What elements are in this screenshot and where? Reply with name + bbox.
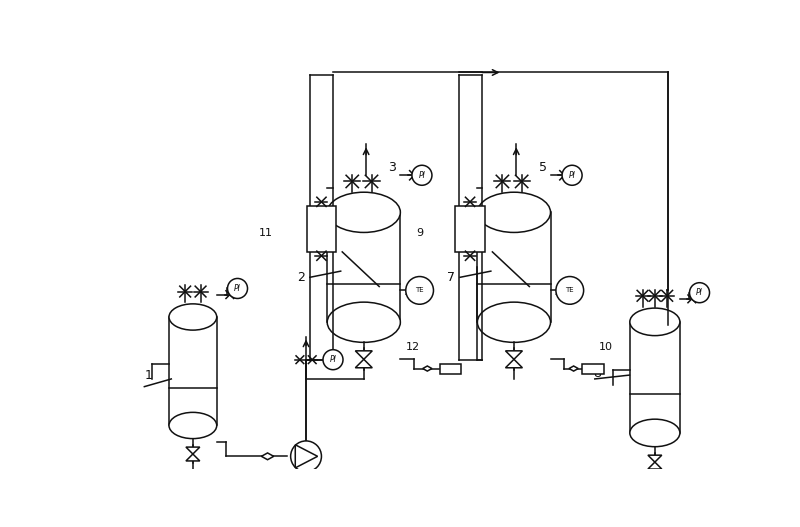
Text: TE: TE — [566, 287, 574, 294]
Text: PI: PI — [418, 171, 426, 180]
Text: PI: PI — [330, 355, 337, 364]
Ellipse shape — [327, 192, 400, 232]
Text: 11: 11 — [259, 228, 273, 238]
Text: PI: PI — [569, 171, 575, 180]
Circle shape — [690, 282, 710, 302]
Polygon shape — [355, 359, 372, 368]
Polygon shape — [569, 366, 578, 371]
Ellipse shape — [630, 308, 680, 336]
Ellipse shape — [630, 419, 680, 447]
Text: 10: 10 — [598, 341, 613, 352]
Text: 9: 9 — [417, 228, 424, 238]
Text: 6: 6 — [566, 296, 574, 308]
Bar — [582, 364, 604, 374]
Bar — [307, 206, 336, 252]
Text: 5: 5 — [539, 161, 547, 174]
Text: 3: 3 — [389, 161, 396, 174]
Polygon shape — [422, 366, 432, 371]
Text: 8: 8 — [593, 367, 601, 380]
Polygon shape — [648, 462, 662, 469]
Circle shape — [406, 277, 434, 304]
Ellipse shape — [478, 302, 550, 343]
Polygon shape — [648, 455, 662, 462]
Ellipse shape — [169, 304, 217, 330]
Text: 12: 12 — [406, 341, 420, 352]
Circle shape — [412, 165, 432, 186]
Bar — [440, 364, 462, 374]
Circle shape — [290, 441, 322, 472]
Ellipse shape — [327, 302, 400, 343]
Polygon shape — [355, 351, 372, 359]
Circle shape — [562, 165, 582, 186]
Text: PI: PI — [234, 284, 241, 293]
Polygon shape — [262, 453, 274, 460]
Ellipse shape — [169, 412, 217, 438]
Polygon shape — [186, 447, 200, 454]
Text: 2: 2 — [297, 271, 305, 284]
Text: 1: 1 — [144, 368, 152, 382]
Polygon shape — [506, 359, 522, 368]
Ellipse shape — [478, 192, 550, 232]
Polygon shape — [186, 454, 200, 461]
Circle shape — [556, 277, 584, 304]
Text: PI: PI — [696, 288, 703, 297]
Circle shape — [227, 278, 247, 298]
Text: 4: 4 — [414, 296, 422, 308]
Text: TE: TE — [415, 287, 424, 294]
Polygon shape — [506, 351, 522, 359]
Circle shape — [323, 350, 343, 370]
Text: 7: 7 — [447, 271, 455, 284]
Bar — [455, 206, 485, 252]
